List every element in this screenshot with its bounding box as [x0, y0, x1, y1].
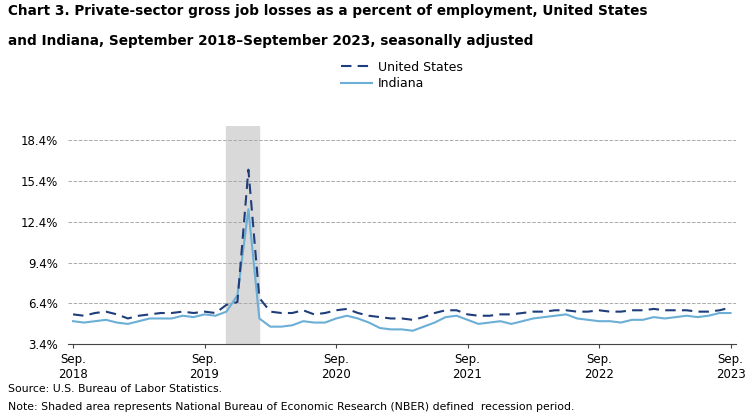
Text: Note: Shaded area represents National Bureau of Economic Research (NBER) defined: Note: Shaded area represents National Bu… [8, 402, 574, 412]
Text: Source: U.S. Bureau of Labor Statistics.: Source: U.S. Bureau of Labor Statistics. [8, 384, 222, 394]
Text: and Indiana, September 2018–September 2023, seasonally adjusted: and Indiana, September 2018–September 20… [8, 34, 533, 47]
Text: Chart 3. Private-sector gross job losses as a percent of employment, United Stat: Chart 3. Private-sector gross job losses… [8, 4, 647, 18]
Legend: United States, Indiana: United States, Indiana [336, 56, 468, 95]
Bar [227, 126, 259, 344]
